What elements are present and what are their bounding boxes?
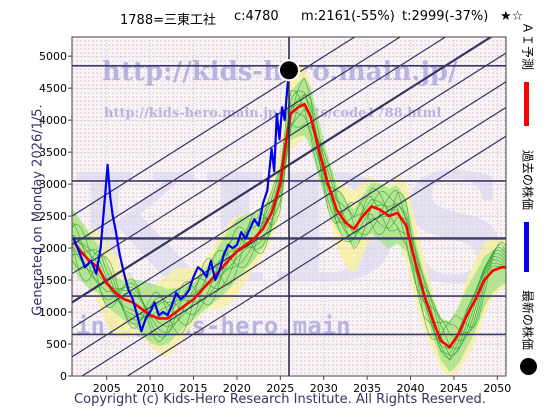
y-tick-label: 1500 [39, 274, 67, 287]
legend-red-line-icon [524, 82, 529, 126]
y-tick-label: 1000 [39, 306, 67, 319]
y-tick-label: 3500 [39, 146, 67, 159]
x-tick-label: 2010 [136, 382, 164, 395]
y-tick-label: 2500 [39, 210, 67, 223]
x-tick-label: 2040 [397, 382, 425, 395]
x-tick-label: 2020 [223, 382, 251, 395]
chart-header: 1788=三東工社 c:4780 m:2161(-55%) t:2999(-37… [0, 0, 560, 34]
t-value-label: t:2999(-37%) [402, 9, 489, 24]
x-tick-label: 2015 [180, 382, 208, 395]
x-tick-label: 2045 [440, 382, 468, 395]
y-tick-label: 2000 [39, 242, 67, 255]
copyright-notice: Copyright (c) Kids-Hero Research Institu… [74, 392, 486, 407]
y-tick-label: 5000 [39, 50, 67, 63]
generated-date-text: Generated on Monday 2026/1/5. [30, 104, 46, 316]
y-tick-label: 3000 [39, 178, 67, 191]
legend-past-price-label: 過去の株価 [520, 149, 535, 211]
x-tick-label: 2025 [266, 382, 294, 395]
rating-stars: ★☆ [500, 9, 524, 24]
y-tick-label: 4500 [39, 82, 67, 95]
x-tick-label: 2030 [310, 382, 338, 395]
x-tick-label: 2005 [93, 382, 121, 395]
plot-frame [71, 36, 507, 377]
y-tick-label: 0 [60, 370, 67, 383]
legend-ai-forecast-label: ＡＩ予測 [520, 21, 535, 71]
x-tick-label: 2050 [483, 382, 511, 395]
y-tick-label: 500 [46, 338, 67, 351]
past-price-line [72, 70, 291, 333]
x-tick-label: 2035 [353, 382, 381, 395]
m-value-label: m:2161(-55%) [301, 9, 395, 24]
latest-price-marker [278, 59, 300, 82]
legend-black-dot-icon [520, 358, 537, 375]
current-price-label: c:4780 [234, 9, 279, 24]
ai-forecast-line [72, 102, 506, 349]
legend-blue-line-icon [524, 222, 529, 272]
watermark-sub-url: http://kids-hero.main.jp/charts/code1788… [104, 106, 441, 121]
y-tick-label: 4000 [39, 114, 67, 127]
legend-latest-price-label: 最新の株価 [520, 289, 535, 351]
stock-code-label: 1788=三東工社 [120, 13, 216, 28]
